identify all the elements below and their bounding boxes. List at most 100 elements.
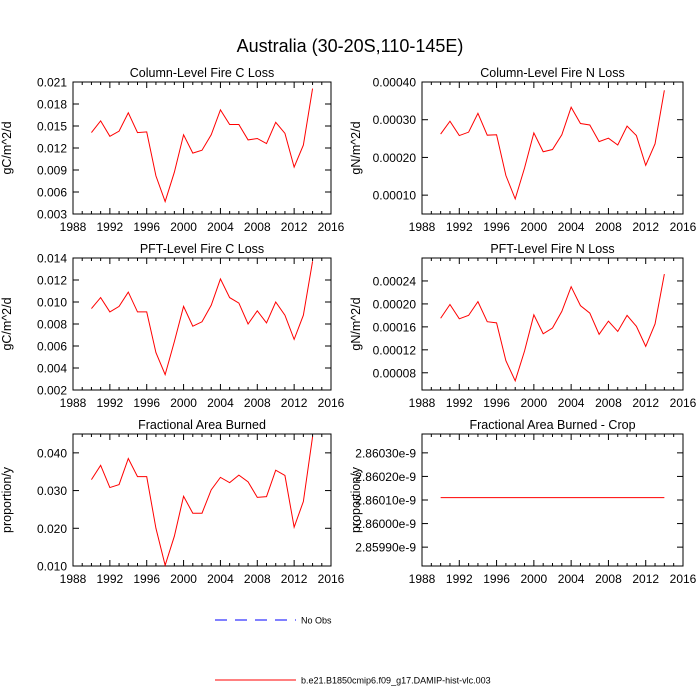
x-tick-label: 1988 — [409, 396, 436, 410]
y-tick-label: 0.003 — [37, 208, 67, 222]
y-tick-label: 0.00008 — [373, 366, 417, 380]
panel-3: PFT-Level Fire C Loss gC/m^2/d 1988 1992 199… — [0, 242, 345, 410]
panel-title: Fractional Area Burned — [138, 418, 266, 432]
y-tick-label: 0.00010 — [373, 189, 417, 203]
x-tick-label: 2004 — [207, 396, 234, 410]
y-tick-label: 2.86010e-9 — [355, 494, 416, 508]
x-tick-label: 2016 — [670, 220, 697, 234]
x-tick-label: 1996 — [133, 220, 160, 234]
y-tick-label: 0.009 — [37, 164, 67, 178]
x-tick-label: 2016 — [318, 396, 345, 410]
y-tick-label: 0.018 — [37, 98, 67, 112]
panel-6: Fractional Area Burned - Crop proportion/… — [349, 418, 697, 586]
y-tick-label: 2.85990e-9 — [355, 541, 416, 555]
x-tick-label: 2008 — [595, 220, 622, 234]
y-tick-label: 0.006 — [37, 186, 67, 200]
x-tick-label: 1988 — [409, 572, 436, 586]
x-tick-label: 2008 — [244, 220, 271, 234]
x-tick-label: 1988 — [60, 220, 87, 234]
panel-1: Column-Level Fire C Loss gC/m^2/d 1988 1992… — [0, 66, 345, 234]
y-tick-label: 0.00012 — [373, 343, 417, 357]
x-tick-label: 2008 — [595, 396, 622, 410]
series-line — [440, 273, 665, 383]
y-tick-label: 2.86020e-9 — [355, 470, 416, 484]
x-tick-label: 2008 — [244, 396, 271, 410]
y-tick-label: 0.012 — [37, 142, 67, 156]
y-axis-label: gC/m^2/d — [0, 121, 14, 174]
x-tick-label: 2004 — [207, 220, 234, 234]
y-tick-label: 0.014 — [37, 252, 67, 266]
x-tick-label: 2004 — [558, 396, 585, 410]
y-tick-label: 0.00020 — [373, 297, 417, 311]
panel-title: Column-Level Fire N Loss — [480, 66, 625, 80]
y-tick-label: 0.030 — [37, 484, 67, 498]
x-tick-label: 1988 — [409, 220, 436, 234]
plot-frame — [72, 81, 332, 215]
legend-label: b.e21.B1850cmip6.f09_g17.DAMIP-hist-vlc.… — [301, 676, 491, 686]
series-line — [440, 90, 665, 201]
series-line — [91, 436, 314, 568]
x-tick-label: 2012 — [632, 572, 659, 586]
series-line — [91, 88, 314, 204]
y-axis-label: proportion/y — [349, 466, 363, 533]
x-tick-label: 2016 — [318, 220, 345, 234]
plot-frame — [421, 433, 684, 567]
y-tick-label: 0.002 — [37, 384, 67, 398]
x-tick-label: 1996 — [133, 572, 160, 586]
panel-5: Fractional Area Burned proportion/y 1988 19… — [0, 418, 345, 586]
y-tick-label: 0.010 — [37, 560, 67, 574]
y-axis-label: proportion/y — [0, 466, 14, 533]
x-tick-label: 2016 — [318, 572, 345, 586]
x-tick-label: 1988 — [60, 396, 87, 410]
x-tick-label: 1992 — [97, 396, 124, 410]
x-tick-label: 1992 — [446, 220, 473, 234]
y-tick-label: 0.020 — [37, 522, 67, 536]
plot-frame — [72, 257, 332, 391]
y-axis-label: gN/m^2/d — [349, 297, 363, 350]
x-tick-label: 2012 — [281, 220, 308, 234]
x-tick-label: 1996 — [483, 572, 510, 586]
y-tick-label: 2.86000e-9 — [355, 517, 416, 531]
x-tick-label: 1992 — [97, 572, 124, 586]
x-tick-label: 2000 — [170, 572, 197, 586]
legend: No Obs b.e21.B1850cmip6.f09_g17.DAMIP-his… — [215, 616, 491, 686]
y-tick-label: 0.012 — [37, 274, 67, 288]
y-tick-label: 0.00040 — [373, 76, 417, 90]
x-tick-label: 2000 — [521, 220, 548, 234]
x-tick-label: 2012 — [632, 220, 659, 234]
y-tick-label: 0.021 — [37, 76, 67, 90]
y-tick-label: 0.040 — [37, 446, 67, 460]
x-tick-label: 2004 — [207, 572, 234, 586]
y-tick-label: 2.86030e-9 — [355, 446, 416, 460]
x-tick-label: 1996 — [133, 396, 160, 410]
plot-frame — [421, 257, 684, 391]
panel-title: Column-Level Fire C Loss — [130, 66, 275, 80]
y-tick-label: 0.008 — [37, 318, 67, 332]
x-tick-label: 2012 — [632, 396, 659, 410]
x-tick-label: 2000 — [170, 396, 197, 410]
x-tick-label: 2008 — [244, 572, 271, 586]
y-axis-label: gN/m^2/d — [349, 121, 363, 174]
panel-title: PFT-Level Fire C Loss — [140, 242, 264, 256]
y-tick-label: 0.00024 — [373, 274, 417, 288]
x-tick-label: 2004 — [558, 572, 585, 586]
x-tick-label: 2000 — [521, 572, 548, 586]
x-tick-label: 2016 — [670, 572, 697, 586]
legend-label: No Obs — [301, 616, 332, 626]
y-tick-label: 0.00030 — [373, 113, 417, 127]
panels: Column-Level Fire C Loss gC/m^2/d 1988 1992… — [0, 66, 697, 586]
x-tick-label: 1996 — [483, 396, 510, 410]
x-tick-label: 2000 — [170, 220, 197, 234]
x-tick-label: 2000 — [521, 396, 548, 410]
x-tick-label: 1996 — [483, 220, 510, 234]
x-tick-label: 1988 — [60, 572, 87, 586]
y-tick-label: 0.00016 — [373, 320, 417, 334]
x-tick-label: 2008 — [595, 572, 622, 586]
series-line — [91, 261, 314, 377]
y-axis-label: gC/m^2/d — [0, 297, 14, 350]
x-tick-label: 2016 — [670, 396, 697, 410]
x-tick-label: 1992 — [446, 572, 473, 586]
plot-frame — [421, 81, 684, 215]
x-tick-label: 1992 — [97, 220, 124, 234]
